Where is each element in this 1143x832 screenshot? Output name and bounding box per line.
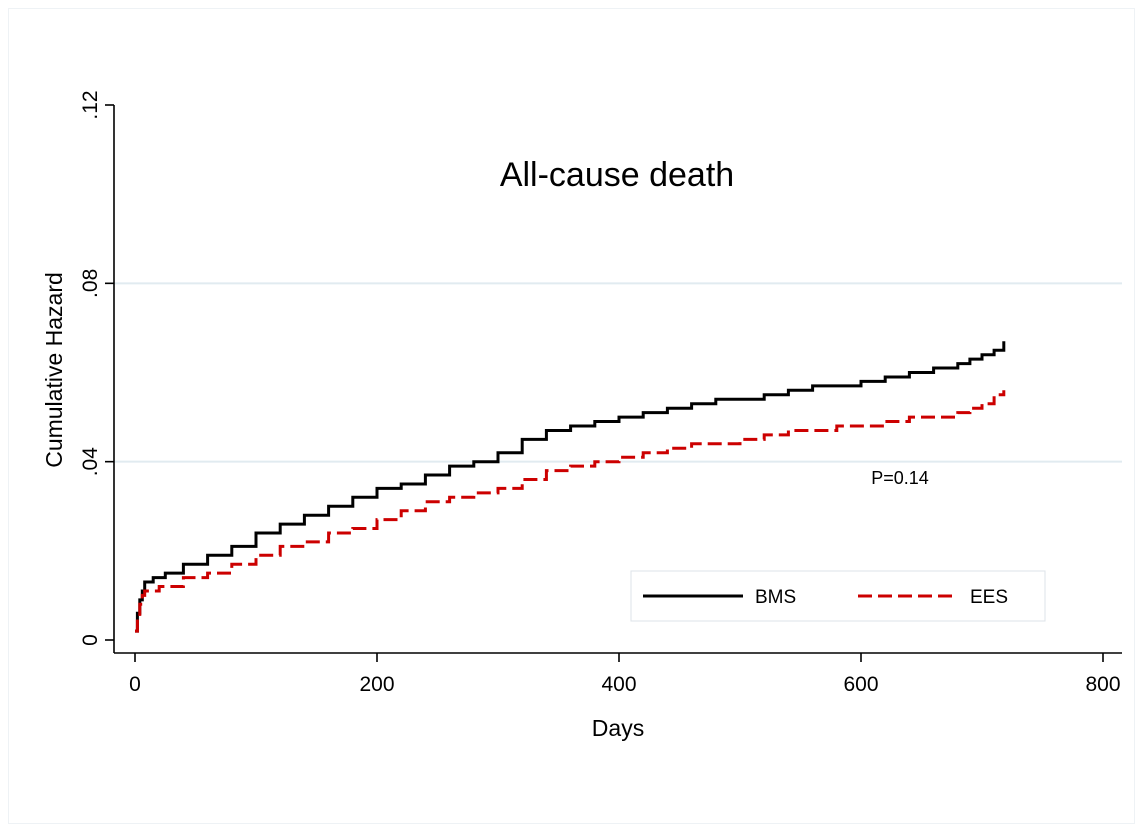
gridlines: [114, 282, 1122, 463]
y-axis-title: Cumulative Hazard: [41, 272, 67, 468]
y-tick-label: .04: [79, 447, 102, 477]
x-tick-label: 600: [843, 673, 878, 696]
legend-label-ees: EES: [970, 587, 1008, 608]
y-tick-label: .08: [79, 269, 102, 298]
series: [135, 341, 1006, 633]
x-tick-label: 400: [601, 673, 636, 696]
chart-title: All-cause death: [500, 156, 734, 194]
x-axis-title: Days: [592, 715, 644, 741]
x-tick-label: 0: [129, 673, 141, 696]
x-tick-label: 200: [359, 673, 394, 696]
legend-label-bms: BMS: [755, 587, 796, 608]
series-line-bms: [135, 341, 1006, 633]
y-tick-label: 0: [79, 634, 102, 646]
y-tick-label: .12: [79, 90, 102, 119]
ticks: 0 .04 .08 .12 0 200 400 600 800: [79, 90, 1121, 696]
legend: BMS EES: [630, 570, 1046, 622]
series-line-ees: [135, 390, 1006, 633]
x-tick-label: 800: [1085, 673, 1120, 696]
axes: [113, 105, 1122, 654]
p-value-annotation: P=0.14: [871, 468, 929, 488]
